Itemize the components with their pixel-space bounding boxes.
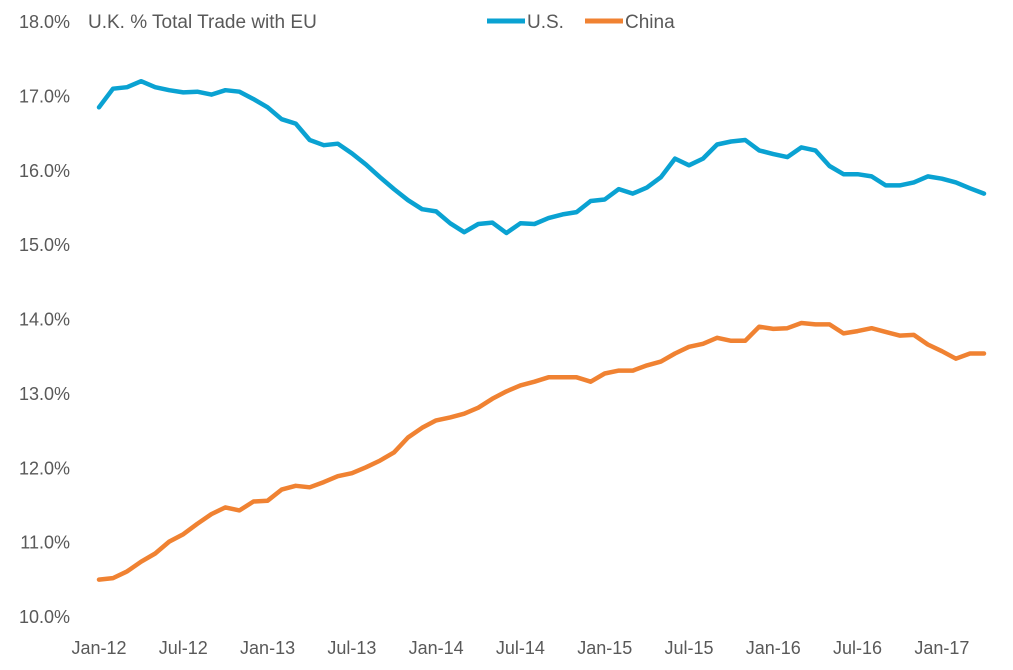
y-tick-label: 18.0%	[19, 12, 70, 32]
series-points-us	[98, 81, 985, 234]
x-tick-label: Jan-14	[409, 638, 464, 658]
y-tick-label: 14.0%	[19, 310, 70, 330]
chart-title: U.K. % Total Trade with EU	[88, 12, 317, 33]
series-line-china	[96, 320, 987, 582]
x-axis-ticks: Jan-12 Jul-12 Jan-13 Jul-13 Jan-14 Jul-14 Jan-…	[71, 638, 969, 658]
x-tick-label: Jan-12	[71, 638, 126, 658]
y-tick-label: 11.0%	[20, 533, 70, 553]
y-tick-label: 10.0%	[19, 607, 70, 627]
y-tick-label: 13.0%	[19, 384, 70, 404]
y-tick-label: 17.0%	[19, 86, 70, 106]
x-tick-label: Jan-13	[240, 638, 295, 658]
series-lines	[96, 78, 987, 582]
x-tick-label: Jan-17	[914, 638, 969, 658]
legend-label-us: U.S.	[527, 12, 564, 33]
x-tick-label: Jul-16	[833, 638, 882, 658]
x-tick-label: Jul-14	[496, 638, 545, 658]
y-tick-label: 16.0%	[19, 161, 70, 181]
legend-label-china: China	[625, 12, 675, 33]
x-tick-label: Jul-15	[664, 638, 713, 658]
series-line-us	[96, 78, 987, 236]
x-tick-label: Jan-16	[746, 638, 801, 658]
legend: U.S. China	[487, 12, 675, 33]
y-axis-ticks: 10.0% 11.0% 12.0% 13.0% 14.0% 15.0% 16.0% 17.0%…	[19, 12, 70, 627]
x-tick-label: Jul-13	[327, 638, 376, 658]
series-points-china	[98, 322, 985, 580]
x-tick-label: Jan-15	[577, 638, 632, 658]
y-tick-label: 12.0%	[19, 458, 70, 478]
y-tick-label: 15.0%	[19, 235, 70, 255]
x-tick-label: Jul-12	[159, 638, 208, 658]
